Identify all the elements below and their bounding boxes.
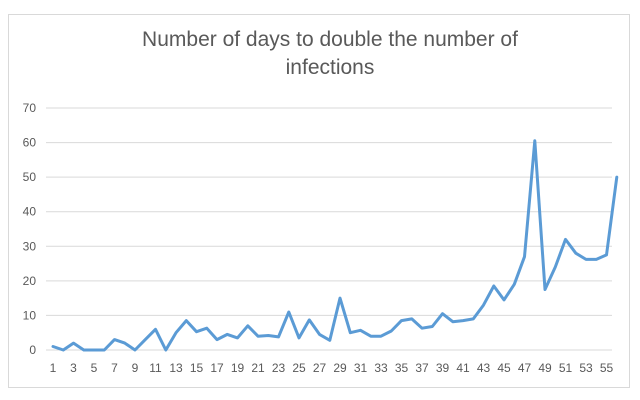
- x-tick-label-11: 11: [149, 361, 162, 375]
- x-tick-label-1: 1: [50, 361, 57, 375]
- x-tick-label-55: 55: [600, 361, 614, 375]
- x-tick-label-33: 33: [374, 361, 388, 375]
- x-tick-label-3: 3: [70, 361, 77, 375]
- x-tick-label-15: 15: [190, 361, 204, 375]
- chart-frame: [8, 14, 630, 388]
- x-tick-label-47: 47: [518, 361, 532, 375]
- x-tick-label-31: 31: [354, 361, 368, 375]
- y-tick-label-10: 10: [23, 308, 37, 322]
- x-tick-label-49: 49: [538, 361, 552, 375]
- x-tick-label-25: 25: [292, 361, 306, 375]
- x-tick-label-27: 27: [313, 361, 327, 375]
- x-tick-label-37: 37: [415, 361, 429, 375]
- y-tick-label-30: 30: [23, 239, 37, 253]
- y-tick-label-50: 50: [23, 170, 37, 184]
- y-tick-label-20: 20: [23, 274, 37, 288]
- y-tick-label-0: 0: [29, 343, 36, 357]
- y-tick-label-40: 40: [23, 205, 37, 219]
- x-tick-label-29: 29: [333, 361, 347, 375]
- x-tick-label-7: 7: [111, 361, 118, 375]
- x-tick-label-35: 35: [395, 361, 409, 375]
- x-tick-label-39: 39: [436, 361, 450, 375]
- x-tick-label-41: 41: [456, 361, 470, 375]
- x-tick-label-45: 45: [497, 361, 511, 375]
- x-tick-label-5: 5: [91, 361, 98, 375]
- x-tick-label-53: 53: [579, 361, 593, 375]
- x-tick-label-9: 9: [132, 361, 139, 375]
- x-tick-label-19: 19: [231, 361, 245, 375]
- x-tick-label-51: 51: [559, 361, 573, 375]
- x-tick-label-17: 17: [210, 361, 224, 375]
- y-tick-label-70: 70: [23, 101, 37, 115]
- x-tick-label-23: 23: [272, 361, 286, 375]
- x-tick-label-43: 43: [477, 361, 491, 375]
- chart-title: Number of days to double the number of i…: [142, 28, 518, 79]
- x-tick-label-13: 13: [169, 361, 183, 375]
- x-tick-label-21: 21: [251, 361, 265, 375]
- series-line: [51, 139, 619, 352]
- y-tick-label-60: 60: [23, 136, 37, 150]
